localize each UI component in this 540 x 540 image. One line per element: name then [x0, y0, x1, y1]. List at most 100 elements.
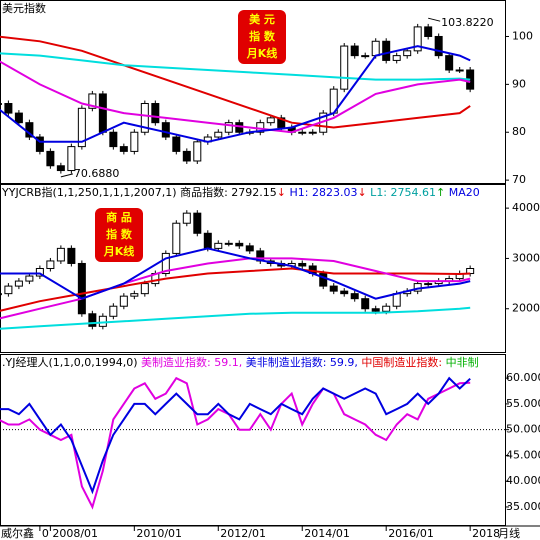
- candle: [35, 136, 44, 152]
- panel-header: .YJ经理人(1,1,0,0,1994,0) 美制造业指数: 59.1, 美非制…: [2, 355, 479, 369]
- y-tick-label: 50.0000: [506, 423, 540, 436]
- candle: [319, 273, 328, 287]
- candle: [67, 146, 76, 172]
- series-line: [0, 306, 471, 330]
- candle: [56, 247, 65, 262]
- candle: [235, 242, 244, 247]
- candle: [88, 93, 97, 109]
- candle: [245, 245, 254, 252]
- candle: [445, 55, 454, 71]
- candle: [109, 131, 118, 148]
- candle: [46, 260, 55, 269]
- series-line: [0, 257, 471, 320]
- x-axis-right: 月线: [498, 526, 520, 540]
- candle: [140, 283, 149, 295]
- candle: [214, 131, 223, 138]
- candle: [382, 40, 391, 61]
- y-tick-label: 60.0000: [506, 371, 540, 384]
- label-box-text: 月K线: [246, 46, 278, 60]
- y-tick-label: 3000: [512, 251, 540, 264]
- x-axis-left: 威尔鑫: [1, 526, 34, 540]
- annotation-leader: [60, 173, 73, 178]
- candle: [371, 308, 380, 312]
- panel-frame: [0, 0, 506, 184]
- x-tick-label: 0: [42, 527, 49, 540]
- candle: [361, 55, 370, 58]
- candle: [193, 212, 202, 234]
- panel-frame: [0, 184, 506, 353]
- label-box-text: 指 数: [106, 227, 133, 241]
- candle: [308, 131, 317, 134]
- y-tick-label: 70: [512, 173, 526, 186]
- candle: [403, 50, 412, 57]
- y-tick-label: 2000: [512, 302, 540, 315]
- header-part: L1: 2754.61: [367, 186, 436, 199]
- candle: [434, 35, 443, 57]
- candle: [350, 293, 359, 300]
- annotation: 103.8220: [441, 16, 494, 29]
- y-tick-label: 55.0000: [506, 397, 540, 410]
- candle: [67, 247, 76, 264]
- candle: [46, 150, 55, 167]
- candle: [25, 275, 34, 282]
- candle: [224, 242, 233, 245]
- candle: [455, 69, 464, 72]
- candle: [182, 212, 191, 224]
- candle: [4, 285, 13, 295]
- candle: [0, 293, 2, 296]
- y-tick-label: 80: [512, 125, 526, 138]
- candle: [130, 293, 139, 297]
- candle: [350, 45, 359, 57]
- candle: [98, 93, 107, 133]
- candle: [413, 26, 422, 52]
- candle: [4, 103, 13, 114]
- candle: [130, 131, 139, 152]
- label-box-text: 美 元: [249, 12, 275, 26]
- y-tick-label: 4000: [512, 201, 540, 214]
- candle: [424, 283, 433, 286]
- panel-header: YYJCRB指(1,1,250,1,1,1,2007,1) 商品指数: 2792…: [1, 185, 480, 199]
- candle: [77, 262, 86, 315]
- header-part: 中非制: [442, 356, 479, 369]
- candle: [56, 165, 65, 172]
- label-box-text: 商 品: [106, 210, 132, 224]
- label-box-text: 指 数: [249, 29, 276, 43]
- x-tick-label: 2016/01: [388, 527, 434, 540]
- candle: [392, 293, 401, 307]
- series-line: [0, 267, 471, 312]
- label-box-text: 月K线: [103, 244, 135, 258]
- candle: [298, 131, 307, 134]
- series-line: [0, 60, 471, 134]
- candle: [392, 55, 401, 61]
- header-part: .YJ经理人(1,1,0,0,1994,0): [2, 356, 138, 369]
- label-box: [238, 10, 286, 64]
- candle: [382, 305, 391, 312]
- candle: [277, 117, 286, 128]
- header-part: 美非制造业指数: 59.9,: [242, 355, 358, 369]
- candle: [14, 112, 23, 124]
- y-tick-label: 90: [512, 77, 526, 90]
- candle: [193, 141, 202, 162]
- candle: [140, 103, 149, 133]
- series-line: [0, 45, 471, 143]
- candle: [214, 242, 223, 249]
- candle: [424, 26, 433, 37]
- header-part: H1: 2823.03: [286, 186, 357, 199]
- candle: [340, 45, 349, 90]
- candle: [361, 298, 370, 310]
- candle: [77, 107, 86, 148]
- label-box: [95, 208, 143, 262]
- candle: [329, 285, 338, 292]
- header-part: MA20: [445, 186, 480, 199]
- candle: [35, 267, 44, 277]
- x-tick-label: 2010/01: [136, 527, 182, 540]
- candle: [88, 313, 97, 327]
- series-line: [0, 376, 471, 495]
- y-tick-label: 100: [512, 29, 533, 42]
- candle: [161, 252, 170, 275]
- candle: [172, 222, 181, 254]
- series-line: [0, 35, 471, 129]
- candle: [340, 290, 349, 295]
- series-line: [0, 52, 471, 81]
